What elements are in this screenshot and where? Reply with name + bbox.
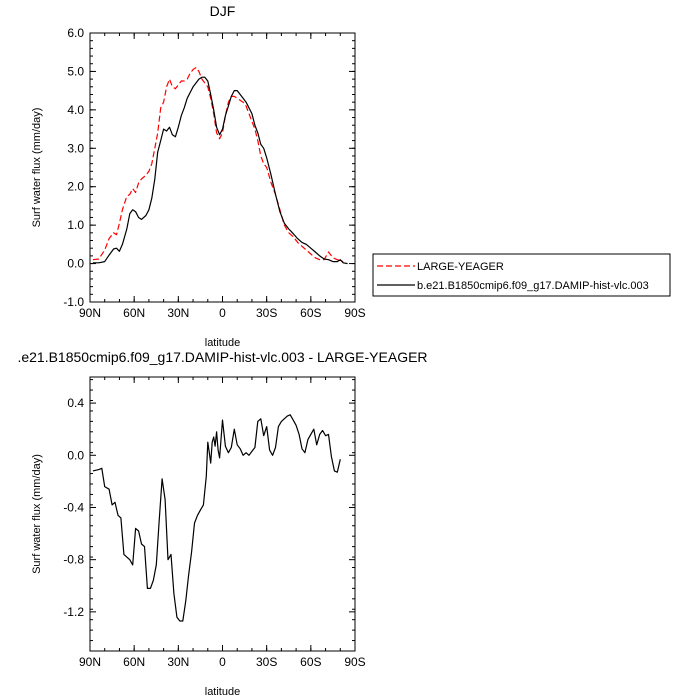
x-tick-label: 30N	[167, 306, 189, 320]
x-tick-label: 0	[219, 306, 226, 320]
x-tick-label: 30S	[256, 306, 277, 320]
x-tick-label: 60S	[300, 306, 321, 320]
legend-label-1: b.e21.B1850cmip6.f09_g17.DAMIP-hist-vlc.…	[417, 280, 649, 292]
x-tick-label: 90S	[344, 306, 365, 320]
series-line-0	[92, 414, 341, 622]
x-tick-label: 60S	[300, 655, 321, 669]
series-line-0	[92, 66, 344, 263]
x-axis-label: latitude	[205, 337, 240, 349]
y-axis-label: Surf water flux (mm/day)	[31, 454, 43, 574]
x-tick-label: 60N	[123, 306, 145, 320]
y-tick-label: -0.8	[63, 553, 84, 567]
x-tick-label: 90N	[79, 306, 101, 320]
legend-label-0: LARGE-YEAGER	[417, 261, 504, 273]
y-tick-label: 1.0	[67, 218, 84, 232]
y-tick-label: 5.0	[67, 64, 84, 78]
bottom-panel: 90N 60N 30N 0 30S 60S 90S -1.2 -0.8 -0.4 0.0 0.4 .e2…	[17, 349, 427, 698]
series-line-1	[92, 76, 348, 265]
top-panel: 90N 60N 30N 0 30S 60S 90S -1.0 0.0 1.0 2.0 3.0 4.0 5.…	[31, 3, 671, 349]
chart-title: .e21.B1850cmip6.f09_g17.DAMIP-hist-vlc.0…	[17, 349, 427, 365]
y-tick-label: 0.0	[67, 257, 84, 271]
x-tick-label: 90N	[79, 655, 101, 669]
y-tick-label: 0.4	[67, 396, 84, 410]
y-tick-label: -1.0	[63, 295, 84, 309]
x-tick-label: 60N	[123, 655, 145, 669]
plot-frame	[89, 32, 356, 303]
x-tick-label: 0	[219, 655, 226, 669]
y-tick-label: 4.0	[67, 103, 84, 117]
plot-frame	[89, 376, 356, 652]
y-tick-label: 2.0	[67, 180, 84, 194]
y-tick-label: 0.0	[67, 448, 84, 462]
y-tick-label: 6.0	[67, 26, 84, 40]
chart-title: DJF	[210, 3, 236, 19]
y-tick-label: -0.4	[63, 500, 84, 514]
y-axis-label: Surf water flux (mm/day)	[31, 108, 43, 228]
x-tick-label: 30S	[256, 655, 277, 669]
x-tick-label: 30N	[167, 655, 189, 669]
y-tick-label: -1.2	[63, 605, 84, 619]
y-tick-label: 3.0	[67, 141, 84, 155]
x-axis-label: latitude	[205, 686, 240, 698]
legend-box	[372, 253, 671, 297]
x-tick-label: 90S	[344, 655, 365, 669]
